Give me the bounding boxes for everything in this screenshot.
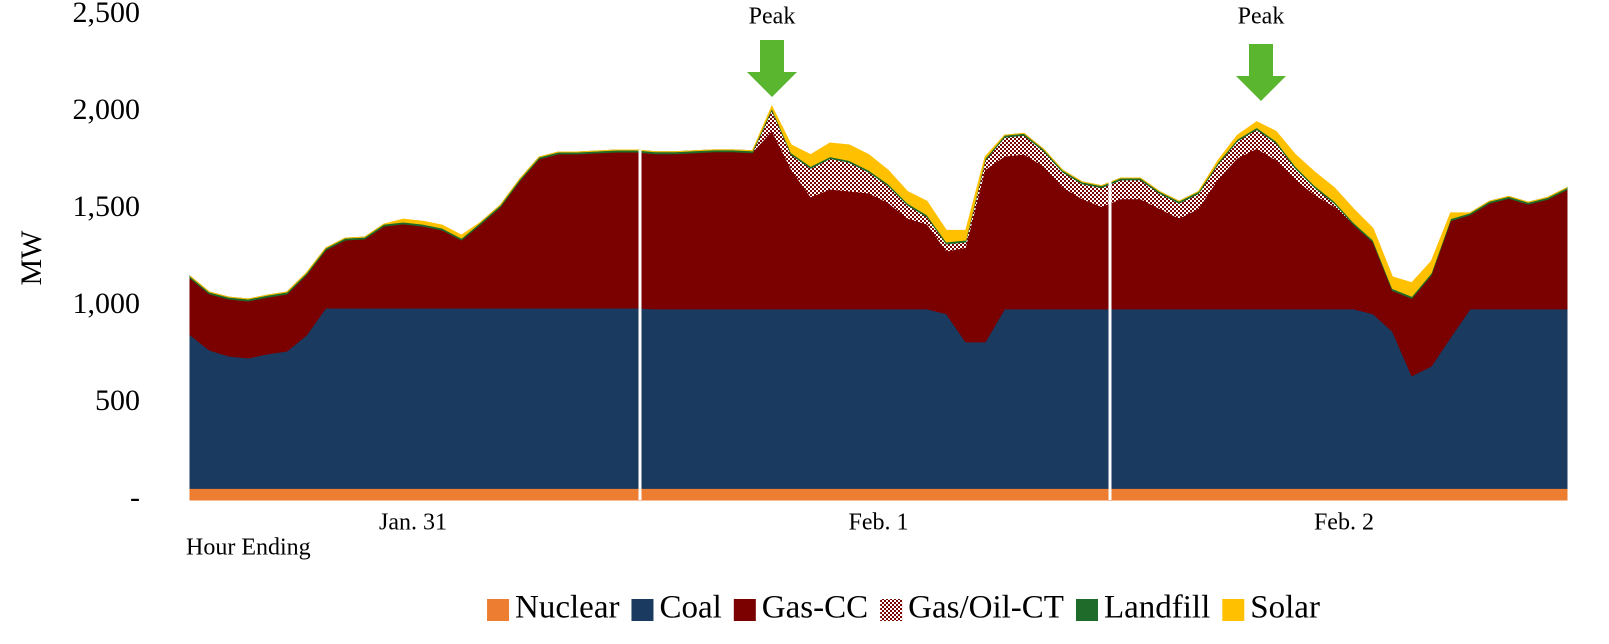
legend-label: Solar [1250, 590, 1320, 626]
y-tick-label: 2,000 [73, 93, 141, 126]
legend-swatch [733, 599, 756, 621]
legend-swatch [631, 599, 654, 621]
x-tick-label: Feb. 1 [849, 510, 909, 536]
area [189, 104, 1568, 300]
area [189, 307, 1568, 489]
y-tick-label: 2,500 [73, 0, 141, 29]
annotation: Peak [749, 4, 796, 30]
legend-swatch [1075, 599, 1098, 621]
legend-swatch [487, 599, 510, 621]
legend-label: Landfill [1104, 590, 1210, 626]
legend-label: Gas/Oil-CT [908, 590, 1064, 626]
legend-swatch [1222, 599, 1245, 621]
x-tick-label: Jan. 31 [379, 510, 447, 536]
areas [189, 104, 1568, 501]
legend-swatch [880, 599, 903, 621]
y-tick-label: 500 [95, 384, 140, 417]
peak-annotation: Peak [747, 4, 797, 97]
y-axis-label: MW [15, 230, 48, 286]
y-tick-label: - [130, 481, 140, 514]
legend-label: Gas-CC [762, 590, 868, 626]
peak-annotation: Peak [1236, 4, 1286, 101]
y-tick-label: 1,000 [73, 287, 141, 320]
legend-label: Nuclear [515, 590, 619, 626]
x-tick-label: Feb. 2 [1314, 510, 1374, 536]
area [189, 487, 1568, 501]
legend-label: Coal [659, 590, 721, 626]
x-axis-label: Hour Ending [186, 535, 311, 561]
y-tick-label: 1,500 [73, 190, 141, 223]
arrow [1236, 44, 1286, 101]
arrow [747, 40, 797, 97]
legend: Nuclear Coal Gas-CC Gas/Oil-CT Landfill Solar [487, 590, 1320, 626]
annotation: Peak [1238, 4, 1285, 30]
